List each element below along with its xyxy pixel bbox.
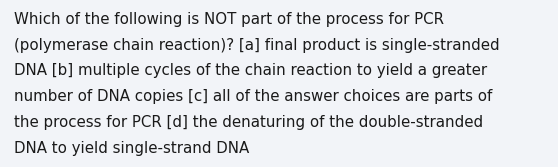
Text: (polymerase chain reaction)? [a] final product is single-stranded: (polymerase chain reaction)? [a] final p… [14, 38, 499, 53]
Text: DNA [b] multiple cycles of the chain reaction to yield a greater: DNA [b] multiple cycles of the chain rea… [14, 63, 487, 78]
Text: number of DNA copies [c] all of the answer choices are parts of: number of DNA copies [c] all of the answ… [14, 89, 492, 104]
Text: Which of the following is NOT part of the process for PCR: Which of the following is NOT part of th… [14, 12, 444, 27]
Text: the process for PCR [d] the denaturing of the double-stranded: the process for PCR [d] the denaturing o… [14, 115, 483, 130]
Text: DNA to yield single-strand DNA: DNA to yield single-strand DNA [14, 141, 249, 156]
